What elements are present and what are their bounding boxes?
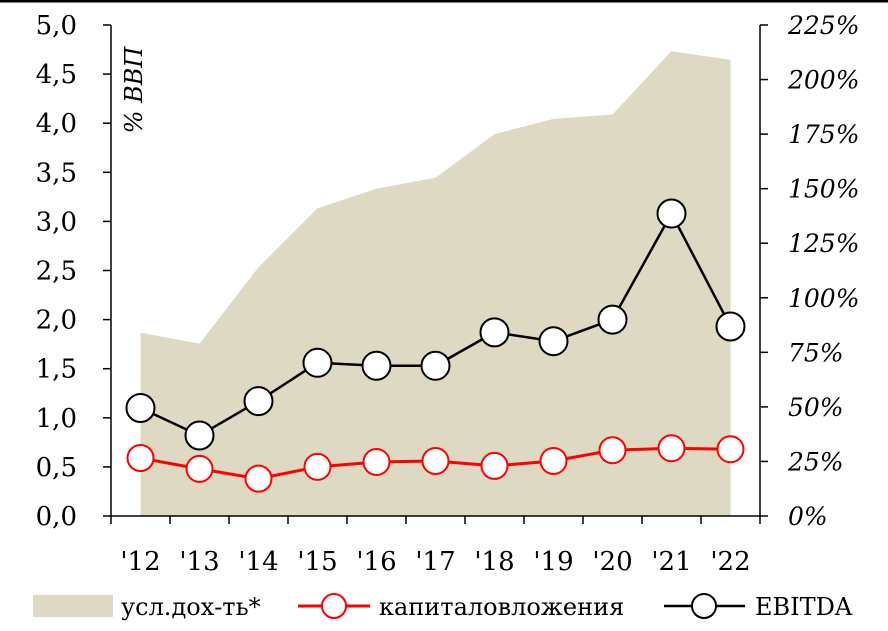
- y2-tick-label: 200%: [787, 66, 859, 95]
- x-tick-label: '18: [474, 547, 514, 577]
- y2-tick-label: 50%: [788, 393, 844, 422]
- x-tick-label: '21: [651, 547, 691, 577]
- data-point: [598, 436, 627, 465]
- data-point: [539, 447, 568, 476]
- x-tick-label: '17: [415, 547, 455, 577]
- x-tick-label: '16: [356, 547, 396, 577]
- y-tick-label: 5,0: [36, 11, 77, 41]
- y-tick-label: 2,5: [36, 257, 77, 287]
- data-point: [421, 447, 450, 476]
- x-tick-label: '19: [533, 547, 573, 577]
- data-point: [302, 347, 333, 378]
- y-tick-label: 1,5: [36, 355, 77, 385]
- y-tick-label: 0,5: [36, 453, 77, 483]
- y-tick-label: 1,0: [36, 404, 77, 434]
- x-tick-label: '12: [120, 547, 160, 577]
- data-point: [716, 435, 745, 464]
- data-point: [362, 447, 391, 476]
- legend-label: усл.дох-ть*: [121, 593, 261, 621]
- data-point: [479, 317, 510, 348]
- legend-swatch-marker: [321, 593, 347, 619]
- y-tick-label: 2,0: [36, 306, 77, 336]
- data-point: [361, 350, 392, 381]
- legend-label: капиталовложения: [379, 593, 624, 621]
- data-point: [538, 326, 569, 357]
- line-series-layer: [125, 198, 746, 493]
- x-tick-labels: '12 '13 '14 '15 '16 '17 '18 '19 '20 '21 '22: [120, 547, 750, 577]
- data-point: [243, 386, 274, 417]
- data-point: [184, 420, 215, 451]
- data-point: [656, 198, 687, 229]
- data-point: [303, 452, 332, 481]
- y-tick-label: 3,0: [36, 207, 77, 237]
- data-point: [715, 311, 746, 342]
- data-point: [185, 454, 214, 483]
- y-tick-labels: 0,0 0,5 1,0 1,5 2,0 2,5 3,0 3,5 4,0 4,5 5,0: [36, 11, 77, 532]
- data-point: [480, 451, 509, 480]
- area-series-layer: [140, 51, 731, 516]
- data-point: [244, 464, 273, 493]
- y2-tick-labels: 0% 25% 50% 75% 100% 125% 150% 175% 200% 225%: [787, 11, 859, 531]
- data-point: [657, 434, 686, 463]
- data-point: [125, 392, 156, 423]
- y-tick-label: 3,5: [36, 158, 77, 188]
- area-usl-dokhodnost: [140, 51, 731, 516]
- y2-tick-label: 25%: [787, 447, 844, 476]
- y-tick-label: 0,0: [36, 502, 77, 532]
- y-axis-label: % ВВП: [120, 46, 148, 134]
- y2-tick-label: 75%: [788, 338, 844, 367]
- x-tick-label: '20: [592, 547, 632, 577]
- y-tick-label: 4,0: [36, 109, 77, 139]
- axes-layer: [0, 0, 888, 524]
- data-point: [126, 444, 155, 473]
- data-point: [420, 350, 451, 381]
- x-tick-label: '15: [297, 547, 337, 577]
- x-tick-label: '22: [710, 547, 750, 577]
- legend-swatch-area: [33, 595, 113, 617]
- x-tick-label: '14: [238, 547, 278, 577]
- y2-tick-label: 150%: [788, 175, 859, 204]
- legend-label: EBITDA: [755, 593, 853, 621]
- y2-tick-label: 0%: [788, 502, 828, 531]
- y2-tick-label: 125%: [788, 229, 859, 258]
- y2-tick-label: 175%: [788, 120, 859, 149]
- data-point: [597, 304, 628, 335]
- y-tick-label: 4,5: [36, 60, 77, 90]
- legend-swatch-marker: [691, 593, 717, 619]
- x-tick-label: '13: [179, 547, 219, 577]
- y2-tick-label: 225%: [787, 11, 859, 40]
- legend: усл.дох-ть* капиталовложения EBITDA: [33, 593, 853, 621]
- y2-tick-label: 100%: [788, 284, 859, 313]
